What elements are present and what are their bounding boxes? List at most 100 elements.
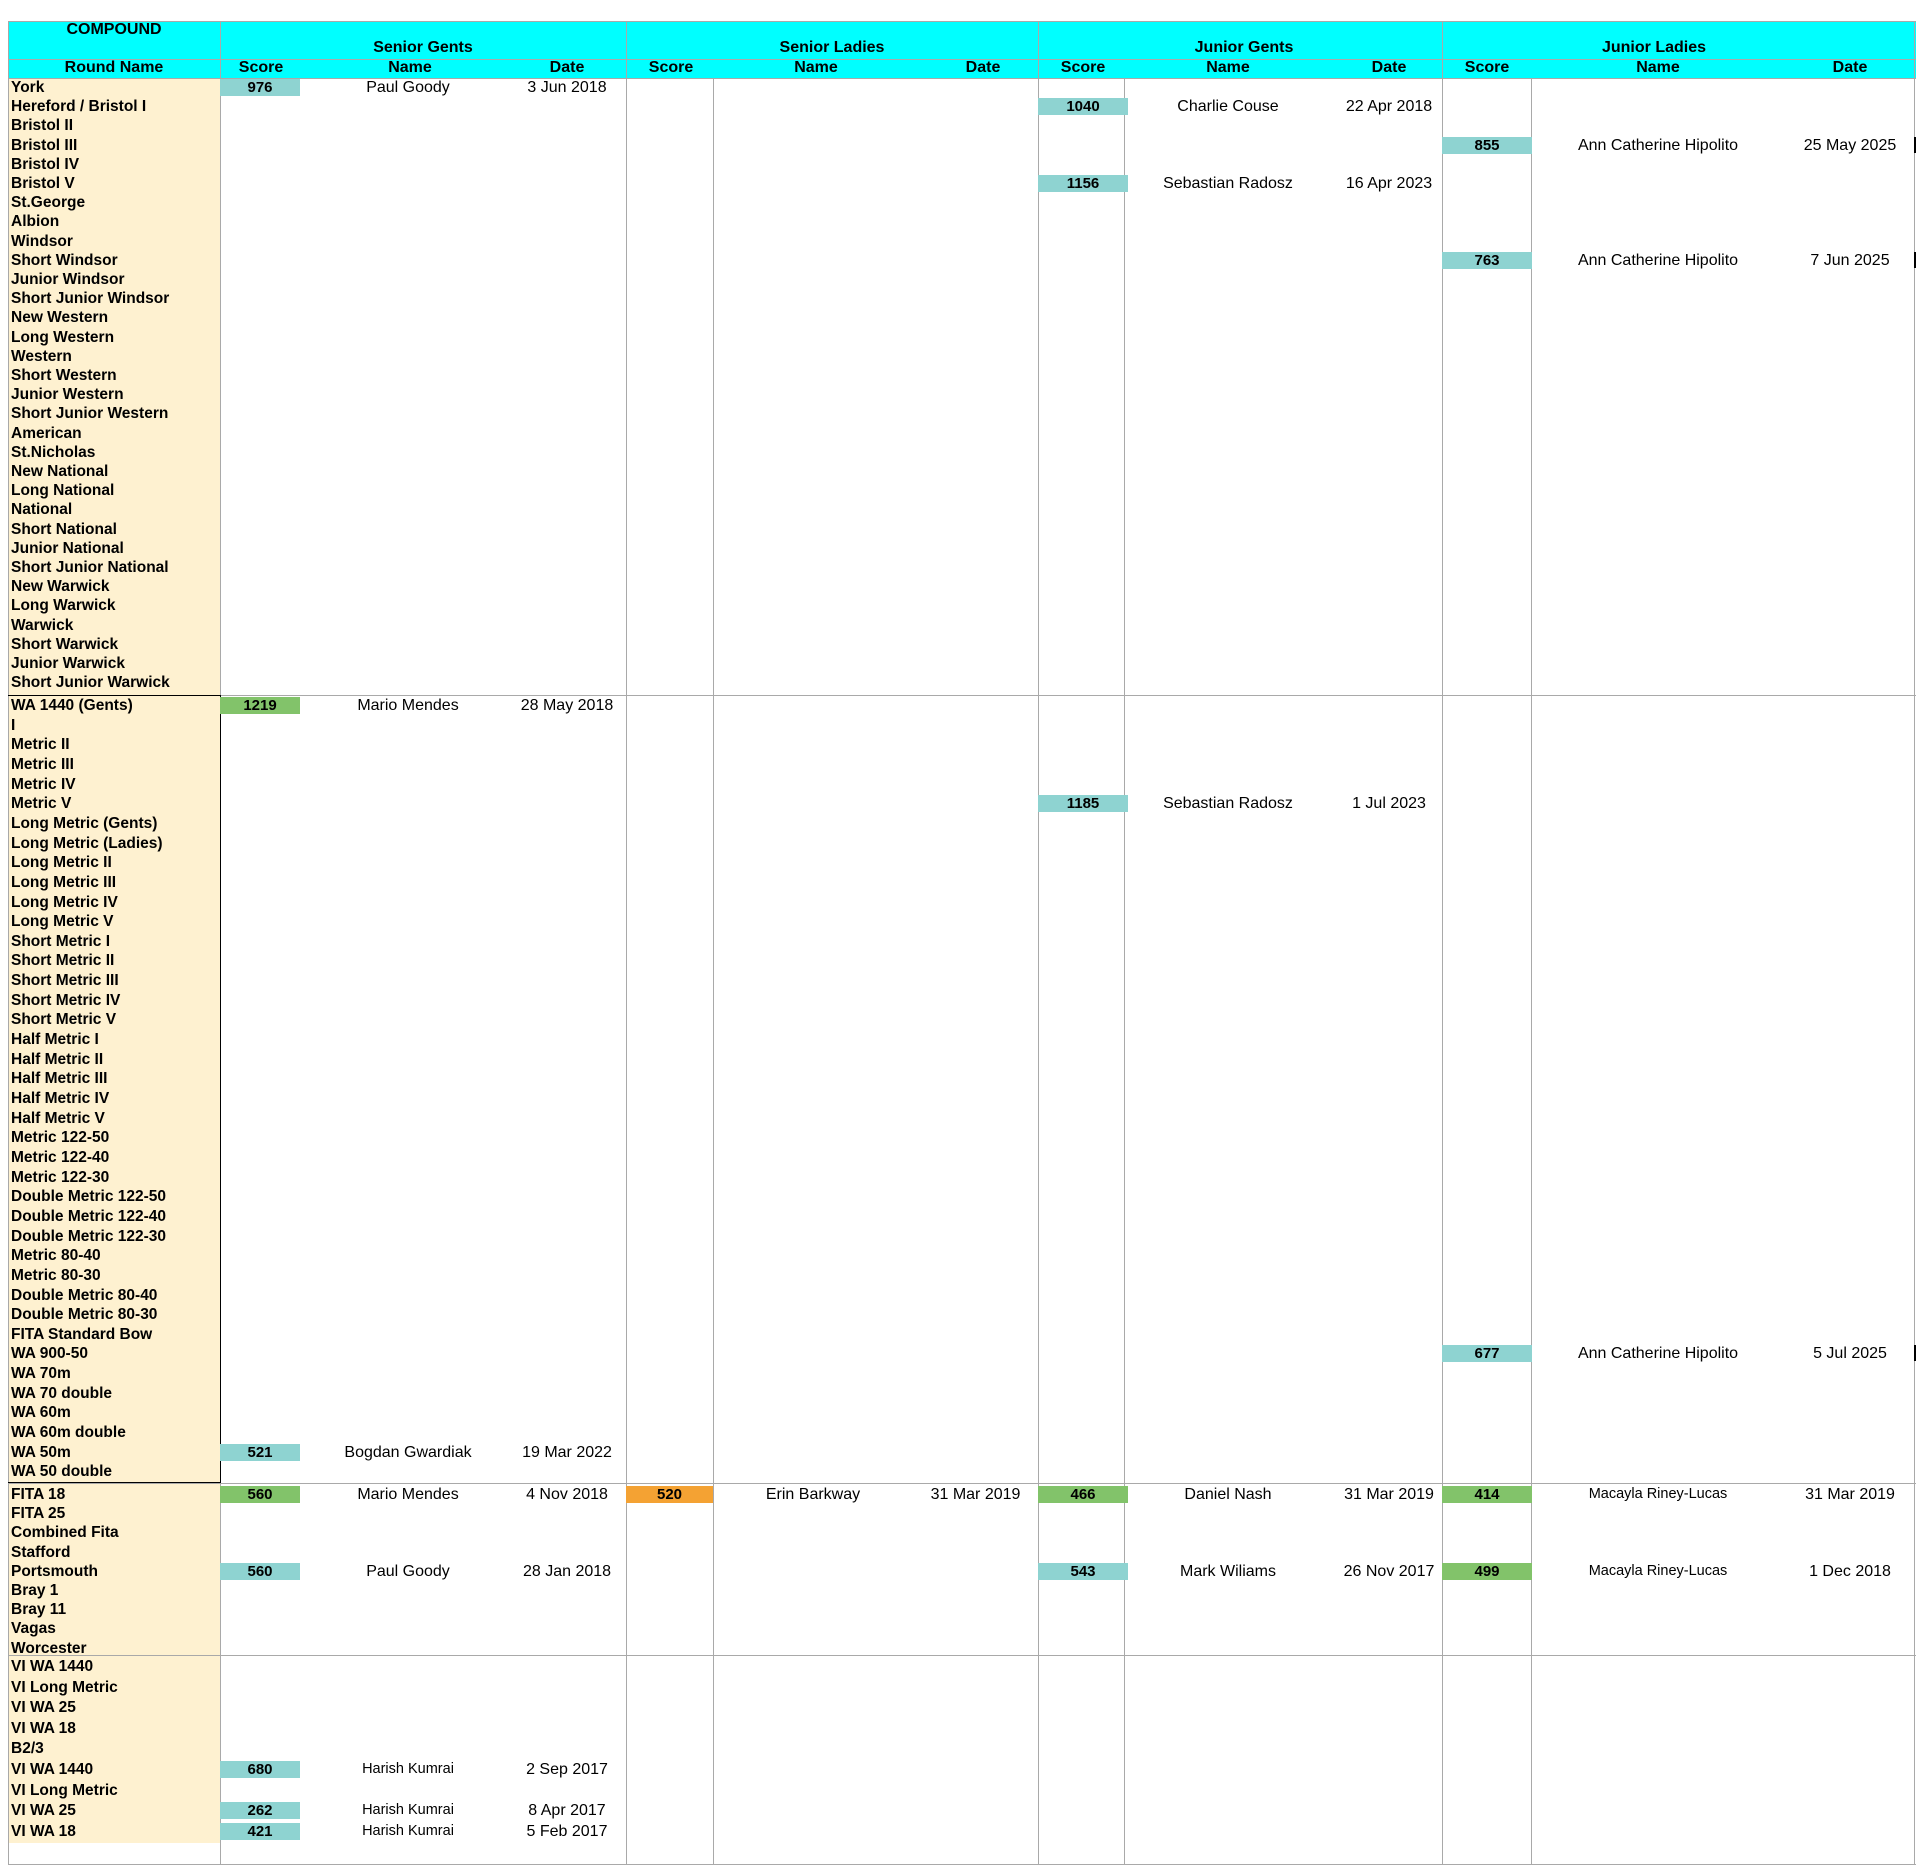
cell-edge-marker [1914, 251, 1916, 268]
round-name: Metric V [11, 795, 72, 813]
round-name: Half Metric III [11, 1070, 108, 1088]
round-name: WA 60m double [11, 1424, 126, 1442]
subheader-score: Score [1060, 59, 1106, 76]
archer-name: Charlie Couse [1177, 98, 1279, 116]
round-name: Short National [11, 520, 117, 538]
round-name: Short Junior National [11, 559, 169, 576]
round-name: Long Metric IV [11, 893, 118, 911]
round-name: VI Long Metric [11, 1678, 118, 1696]
round-name: VI WA 25 [11, 1699, 76, 1717]
archer-name: Paul Goody [366, 1562, 450, 1580]
record-date: 4 Nov 2018 [526, 1486, 608, 1503]
score-cell: 680 [220, 1761, 300, 1778]
round-name: Long Metric II [11, 854, 112, 872]
record-date: 8 Apr 2017 [528, 1802, 606, 1820]
round-name: WA 50m [11, 1443, 71, 1461]
record-date: 2 Sep 2017 [526, 1761, 608, 1778]
round-name: Metric 122-40 [11, 1148, 110, 1166]
round-name: Short Western [11, 367, 117, 384]
archer-name: Macayla Riney-Lucas [1588, 1486, 1728, 1502]
round-name: Long Metric III [11, 873, 117, 891]
record-date: 31 Mar 2019 [1805, 1486, 1895, 1503]
col-border [1442, 21, 1443, 1865]
archer-name: Sebastian Radosz [1163, 175, 1293, 192]
round-name: WA 1440 (Gents) [11, 697, 133, 714]
round-name: Bristol III [11, 136, 78, 154]
round-name: Short Metric V [11, 1011, 117, 1029]
archer-name: Paul Goody [366, 79, 450, 96]
round-name: Bray 1 [11, 1582, 59, 1599]
subheader-name: Name [388, 59, 432, 76]
round-name: I [11, 716, 16, 734]
score-cell: 1185 [1038, 795, 1128, 813]
round-name: Bristol V [11, 175, 75, 192]
round-name: St.George [11, 194, 86, 212]
subheader-score: Score [648, 59, 694, 76]
cell-edge-marker [1914, 1345, 1916, 1362]
round-name: Short Junior Windsor [11, 290, 170, 308]
score-cell: 560 [220, 1486, 300, 1503]
archer-name: Harish Kumrai [362, 1802, 454, 1819]
round-name: National [11, 501, 73, 519]
record-date: 22 Apr 2018 [1345, 98, 1433, 116]
round-name: Vagas [11, 1620, 56, 1638]
round-name: WA 60m [11, 1404, 71, 1422]
col-border [1914, 21, 1915, 1865]
record-date: 31 Mar 2019 [1344, 1486, 1434, 1503]
archer-name: Bogdan Gwardiak [344, 1443, 472, 1461]
record-date: 1 Dec 2018 [1809, 1562, 1891, 1580]
round-name: Double Metric 80-40 [11, 1286, 158, 1304]
archer-name: Erin Barkway [765, 1486, 861, 1503]
score-cell: 1219 [220, 697, 300, 714]
col-border [1531, 78, 1532, 1865]
col-border [1124, 78, 1125, 1865]
header-mid-border [8, 59, 1916, 60]
sheet-bottom-border [8, 1864, 1916, 1865]
round-name: Bray 11 [11, 1601, 67, 1619]
record-date: 7 Jun 2025 [1810, 251, 1890, 269]
round-name: Metric III [11, 755, 74, 773]
round-name: Long Metric V [11, 913, 114, 931]
round-name: Long Western [11, 328, 115, 346]
record-date: 5 Feb 2017 [526, 1822, 608, 1840]
group-junior-gents: Junior Gents [1194, 39, 1294, 56]
score-cell: 466 [1038, 1486, 1128, 1503]
round-name: VI Long Metric [11, 1781, 118, 1799]
round-name: Metric 80-40 [11, 1247, 101, 1265]
header-band [8, 21, 1916, 78]
round-name: FITA Standard Bow [11, 1325, 153, 1343]
col-border [1038, 21, 1039, 1865]
subheader-name: Name [1206, 59, 1250, 76]
section-divider [8, 1655, 1916, 1656]
round-name: Metric 122-50 [11, 1129, 110, 1147]
score-cell: 421 [220, 1822, 300, 1840]
col-border [8, 21, 9, 1865]
archer-name: Ann Catherine Hipolito [1577, 136, 1739, 154]
round-name: New Warwick [11, 578, 110, 596]
score-cell: 677 [1442, 1345, 1532, 1363]
round-name: WA 70m [11, 1365, 71, 1383]
round-name: Double Metric 80-30 [11, 1306, 158, 1324]
round-name: FITA 25 [11, 1505, 66, 1523]
round-name: FITA 18 [11, 1486, 66, 1503]
round-name: Junior Windsor [11, 271, 125, 288]
metric-block-border [220, 695, 221, 1483]
round-name: Worcester [11, 1639, 87, 1657]
section-divider [8, 695, 1916, 696]
record-date: 28 May 2018 [520, 697, 614, 714]
round-name: Metric II [11, 736, 70, 754]
archer-name: Ann Catherine Hipolito [1577, 1345, 1739, 1363]
header-round-name: Round Name [64, 59, 164, 76]
col-border [713, 78, 714, 1865]
round-name: Short Metric III [11, 972, 119, 990]
subheader-date: Date [1832, 59, 1868, 76]
archer-name: Daniel Nash [1184, 1486, 1272, 1503]
score-cell: 1040 [1038, 98, 1128, 116]
score-cell: 763 [1442, 251, 1532, 269]
round-name: Double Metric 122-30 [11, 1227, 167, 1245]
round-name: Warwick [11, 616, 74, 634]
round-name: Long Warwick [11, 597, 116, 615]
archer-name: Harish Kumrai [362, 1761, 454, 1777]
round-name: B2/3 [11, 1740, 44, 1758]
score-cell: 414 [1442, 1486, 1532, 1503]
